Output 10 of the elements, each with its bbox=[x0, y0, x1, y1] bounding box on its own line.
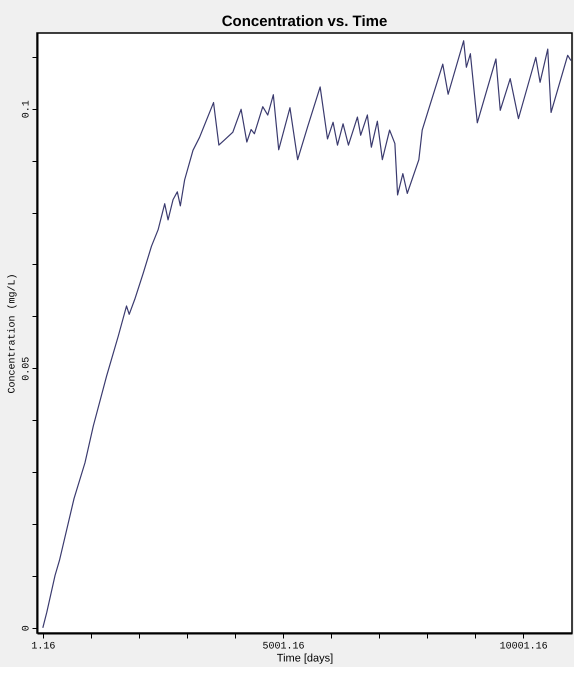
y-tick-label: 0.05 bbox=[22, 356, 32, 381]
x-tick-label: 5001.16 bbox=[262, 642, 304, 652]
x-tick-label: 10001.16 bbox=[500, 642, 548, 652]
line-series bbox=[42, 40, 572, 628]
chart-title: Concentration vs. Time bbox=[222, 13, 388, 30]
y-tick-label: 0 bbox=[22, 625, 32, 632]
y-axis-title: Concentration (mg/L) bbox=[6, 273, 18, 394]
x-tick-label: 1.16 bbox=[31, 642, 56, 652]
x-axis-title: Time [days] bbox=[276, 652, 334, 664]
y-tick-label: 0.1 bbox=[22, 100, 32, 118]
